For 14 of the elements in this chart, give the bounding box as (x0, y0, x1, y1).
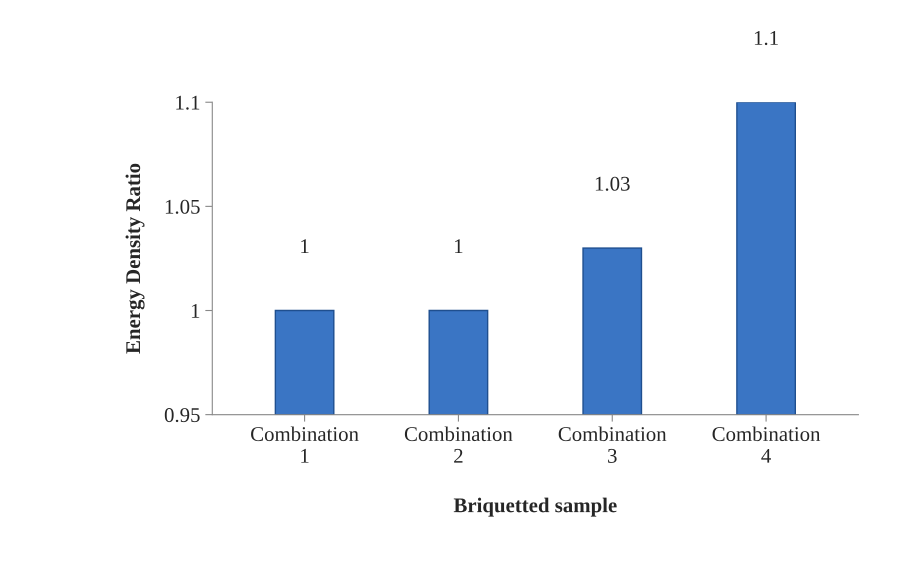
x-tick-label: Combination 1 (251, 426, 359, 463)
y-axis-title: Energy Density Ratio (126, 164, 145, 354)
data-label: 1 (301, 239, 309, 254)
data-label: 1.1 (754, 31, 778, 46)
x-axis-title: Briquetted sample (454, 498, 617, 517)
x-tick-label: Combination 3 (558, 426, 666, 463)
y-tick-label: 1.05 (166, 200, 200, 214)
data-label: 1.03 (596, 176, 630, 191)
data-label: 1 (455, 239, 462, 254)
y-tick-label: 0.95 (164, 408, 200, 422)
y-tick-label: 1 (192, 304, 200, 318)
y-tick-label: 1.1 (176, 96, 200, 110)
x-tick-label: Combination 2 (404, 426, 513, 463)
x-tick-label: Combination 4 (712, 426, 820, 463)
